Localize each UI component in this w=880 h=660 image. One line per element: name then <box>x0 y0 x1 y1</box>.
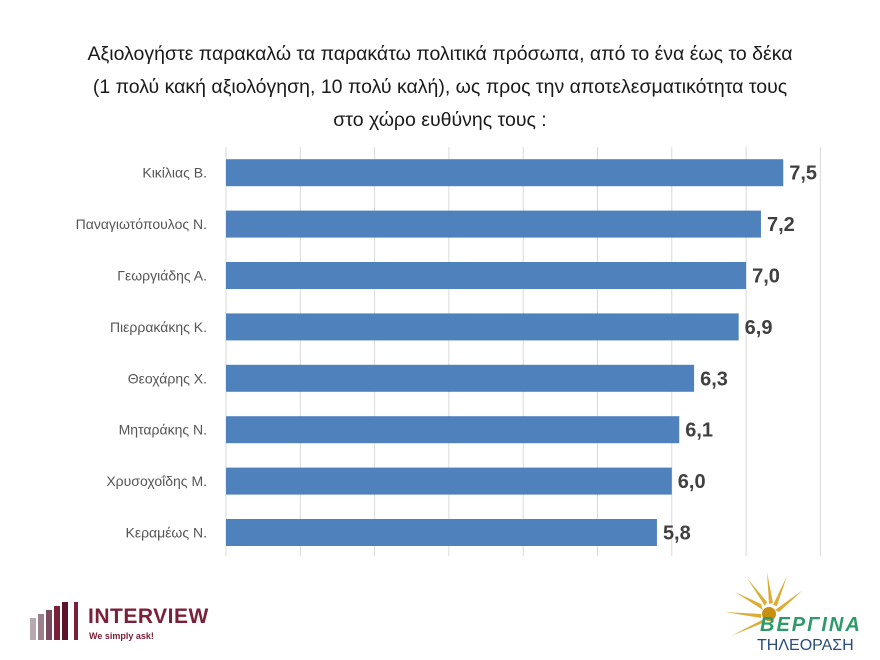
value-label: 6,1 <box>685 420 713 442</box>
category-label: Χρυσοχοΐδης Μ. <box>106 473 207 489</box>
bar <box>226 416 680 444</box>
chart-title: Αξιολογήστε παρακαλώ τα παρακάτω πολιτικ… <box>0 38 880 137</box>
value-label: 7,2 <box>767 214 795 236</box>
value-label: 7,5 <box>789 163 817 185</box>
category-label: Κεραμέως Ν. <box>125 525 207 541</box>
bar <box>226 210 761 238</box>
vergina-subtitle: ΤΗΛΕΟΡΑΣΗ <box>757 637 854 654</box>
category-label: Μηταράκης Ν. <box>119 422 207 438</box>
value-label: 6,0 <box>678 471 706 493</box>
category-label: Θεοχάρης Χ. <box>128 370 207 386</box>
category-label: Παναγιωτόπουλος Ν. <box>76 216 207 232</box>
category-label: Κικίλιας Β. <box>142 165 207 181</box>
vergina-sun-logo <box>725 572 803 636</box>
value-label: 6,3 <box>700 368 728 390</box>
bar <box>226 364 695 392</box>
vergina-name: ΒΕΡΓΙΝΑ <box>760 614 862 636</box>
title-line-2: (1 πολύ κακή αξιολόγηση, 10 πολύ καλή), … <box>92 76 788 98</box>
bar <box>226 159 784 187</box>
bar <box>226 262 747 289</box>
interview-logo <box>30 602 78 640</box>
value-label: 7,0 <box>752 266 780 288</box>
value-label: 5,8 <box>663 523 691 545</box>
bar-chart: Κικίλιας Β. 7,5 Παναγιωτόπουλος Ν. 7,2 Γεωργ… <box>76 147 821 556</box>
interview-tagline: We simply ask! <box>89 631 154 641</box>
bar <box>226 467 672 495</box>
interview-name: INTERVIEW <box>88 605 209 628</box>
category-label: Πιερρακάκης Κ. <box>110 319 207 335</box>
title-line-3: στο χώρο ευθύνης τους : <box>333 109 547 131</box>
bar <box>226 313 739 341</box>
category-label: Γεωργιάδης Α. <box>117 268 207 284</box>
bar <box>226 519 657 546</box>
title-line-1: Αξιολογήστε παρακαλώ τα παρακάτω πολιτικ… <box>87 43 793 65</box>
value-label: 6,9 <box>745 317 773 339</box>
